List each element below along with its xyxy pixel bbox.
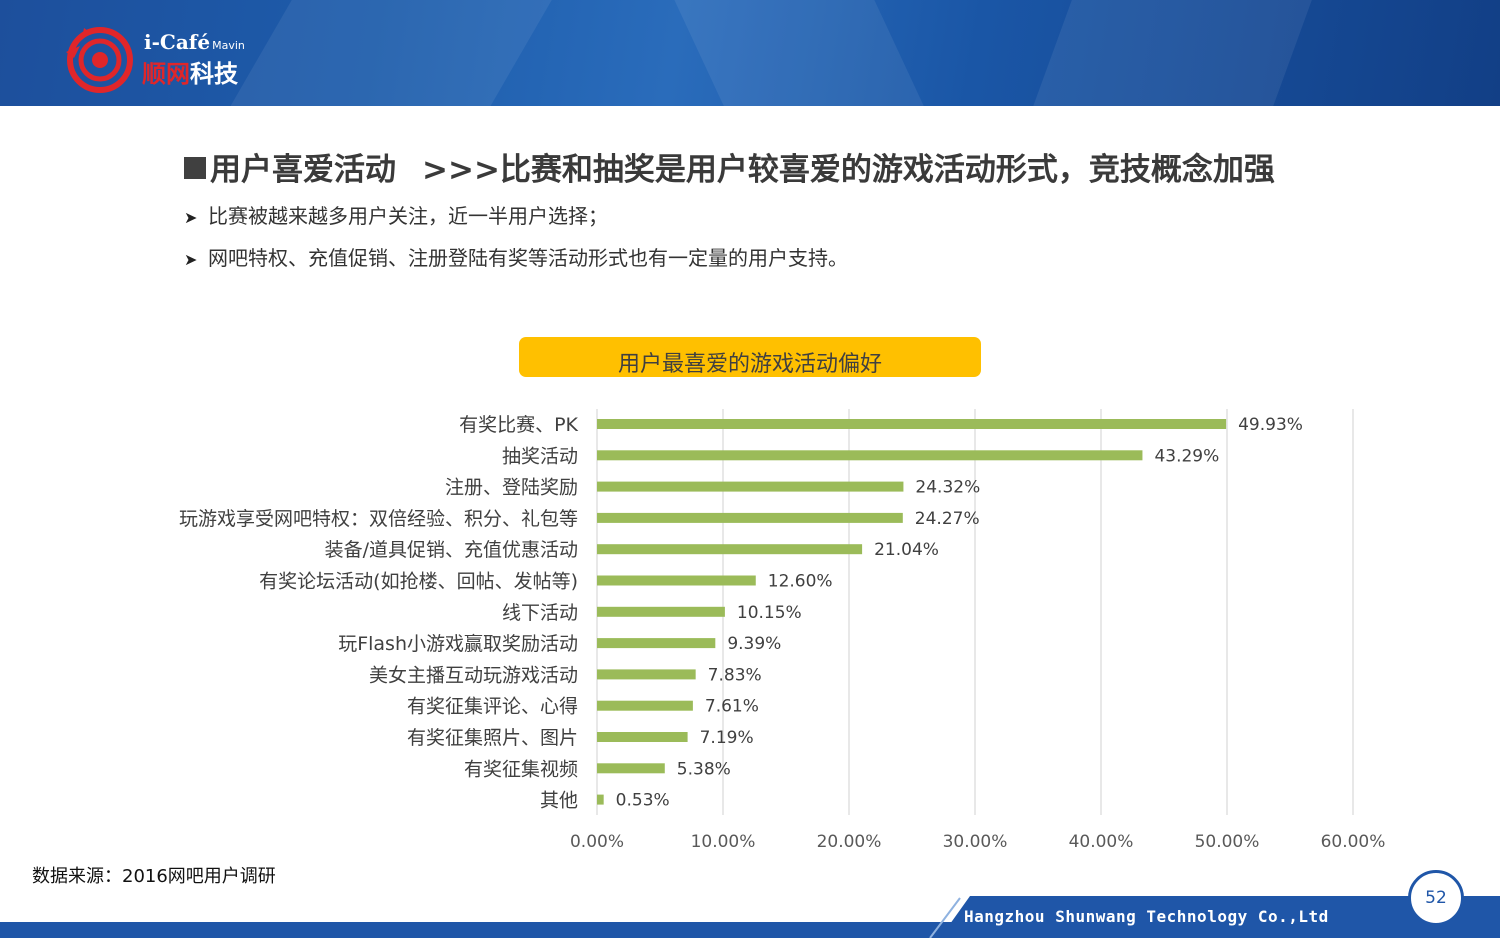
x-tick-label: 0.00% <box>570 832 624 852</box>
header-facet <box>1024 0 1316 106</box>
arrow-bullet-icon: ➤ <box>184 208 198 227</box>
bar <box>597 794 604 805</box>
slide-topic: 用户喜爱活动 <box>210 152 396 188</box>
category-label: 线下活动 <box>502 602 578 624</box>
bar <box>597 669 696 680</box>
chart-title: 用户最喜爱的游戏活动偏好 <box>519 337 981 377</box>
bullet-item: ➤ 网吧特权、充值促销、注册登陆有奖等活动形式也有一定量的用户支持。 <box>184 246 848 270</box>
bar-chart: 0.00% 10.00% 20.00% 30.00% 40.00% 50.00% 60.00… <box>179 409 1386 852</box>
bar <box>597 638 716 649</box>
category-label: 抽奖活动 <box>502 445 578 467</box>
page-number: 52 <box>1408 870 1464 926</box>
bar <box>597 450 1143 461</box>
category-label: 美女主播互动玩游戏活动 <box>369 664 578 686</box>
header-banner: i-Café Mavin 顺网科技 <box>0 0 1500 106</box>
category-label: 有奖征集视频 <box>464 758 578 780</box>
footer-bar <box>0 896 1500 938</box>
category-label: 有奖征集照片、图片 <box>407 727 578 749</box>
company-name: Hangzhou Shunwang Technology Co.,Ltd <box>964 907 1329 926</box>
bullet-item: ➤ 比赛被越来越多用户关注，近一半用户选择； <box>184 204 608 228</box>
data-label: 12.60% <box>768 572 833 592</box>
arrow-bullet-icon: ➤ <box>184 250 198 269</box>
bar <box>597 606 725 617</box>
category-label: 有奖比赛、PK <box>459 414 578 436</box>
bar <box>597 763 665 774</box>
data-label: 0.53% <box>616 791 670 811</box>
company-logo: i-Café Mavin 顺网科技 <box>62 14 292 94</box>
data-label: 7.83% <box>708 665 762 685</box>
category-label: 有奖论坛活动(如抢楼、回帖、发帖等) <box>259 571 578 593</box>
bar <box>597 512 903 523</box>
data-label: 5.38% <box>677 759 731 779</box>
square-bullet-icon <box>184 157 206 179</box>
data-label: 43.29% <box>1154 446 1219 466</box>
bar <box>597 700 693 711</box>
logo-brand: i-Café Mavin <box>144 30 245 54</box>
data-label: 9.39% <box>727 634 781 654</box>
data-label: 7.19% <box>700 728 754 748</box>
data-label: 24.32% <box>915 478 980 498</box>
data-label: 21.04% <box>874 540 939 560</box>
x-tick-label: 20.00% <box>817 832 882 852</box>
slide-headline: >>>比赛和抽奖是用户较喜爱的游戏活动形式，竞技概念加强 <box>422 152 1275 188</box>
category-label: 玩Flash小游戏赢取奖励活动 <box>338 633 578 655</box>
data-label: 24.27% <box>915 509 980 529</box>
category-label: 其他 <box>540 790 578 812</box>
bar <box>597 732 688 742</box>
header-facet <box>660 0 940 106</box>
category-label: 玩游戏享受网吧特权：双倍经验、积分、礼包等 <box>179 508 578 530</box>
slide-title: 用户喜爱活动 >>>比赛和抽奖是用户较喜爱的游戏活动形式，竞技概念加强 <box>184 144 1275 189</box>
x-tick-label: 40.00% <box>1069 832 1134 852</box>
bar <box>597 481 904 492</box>
bar <box>597 544 863 555</box>
data-label: 10.15% <box>737 603 802 623</box>
data-label: 49.93% <box>1238 415 1303 435</box>
category-label: 装备/道具促销、充值优惠活动 <box>325 539 578 561</box>
x-tick-label: 50.00% <box>1195 832 1260 852</box>
target-logo-icon <box>66 27 133 93</box>
x-tick-label: 10.00% <box>691 832 756 852</box>
x-tick-label: 60.00% <box>1321 832 1386 852</box>
logo-company-name: 顺网科技 <box>142 59 238 88</box>
data-source: 数据来源：2016网吧用户调研 <box>32 866 276 887</box>
data-label: 7.61% <box>705 697 759 717</box>
x-tick-label: 30.00% <box>943 832 1008 852</box>
bar <box>597 419 1227 429</box>
category-label: 有奖征集评论、心得 <box>407 696 578 718</box>
bar <box>597 575 756 586</box>
category-label: 注册、登陆奖励 <box>445 477 578 499</box>
